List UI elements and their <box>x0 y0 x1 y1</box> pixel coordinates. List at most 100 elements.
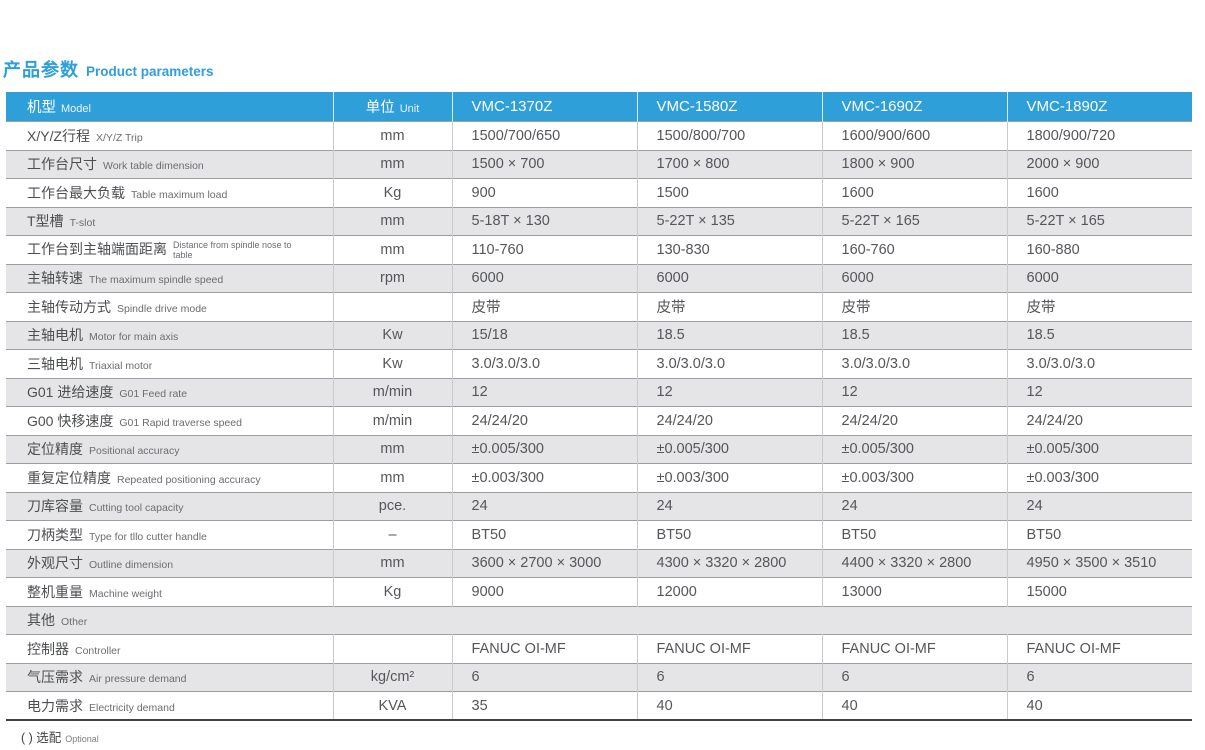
parameter-label-en: Distance from spindle nose to table <box>173 239 292 260</box>
value-cell: 皮带 <box>821 292 1007 321</box>
value-cell: 1600 <box>1006 178 1192 207</box>
value-cell: 18.5 <box>636 321 822 350</box>
parameter-label-zh: 工作台到主轴端面距离 <box>27 241 167 258</box>
value-cell: 1500/700/650 <box>451 121 637 150</box>
parameter-label-en: Motor for main axis <box>89 331 179 344</box>
value-cell: ±0.005/300 <box>821 435 1007 464</box>
parameter-label-en: Spindle drive mode <box>117 302 207 315</box>
parameter-label-cell: X/Y/Z行程 X/Y/Z Trip <box>6 122 333 151</box>
value-cell: ±0.005/300 <box>636 435 822 464</box>
parameter-label-cell: G01 进给速度 G01 Feed rate <box>6 378 333 407</box>
parameter-label-zh: 工作台尺寸 <box>27 156 97 173</box>
value-cell: 5-22T × 165 <box>821 207 1007 236</box>
unit-cell: KVA <box>332 691 452 720</box>
unit-cell: m/min <box>332 406 452 435</box>
value-cell: 12 <box>821 378 1007 407</box>
value-cell: 40 <box>1006 691 1192 720</box>
section-cell: 其他 Other <box>6 606 1192 635</box>
value-cell: 1500/800/700 <box>636 121 822 150</box>
parameter-label-zh: 外观尺寸 <box>27 555 83 572</box>
parameter-label-zh: 气压需求 <box>27 669 83 686</box>
value-cell: 6000 <box>1006 264 1192 293</box>
value-cell: 4400 × 3320 × 2800 <box>821 549 1007 578</box>
value-cell: 12 <box>451 378 637 407</box>
table-row: 主轴电机 Motor for main axis Kw 15/18 18.5 18.5 18… <box>6 321 1192 350</box>
unit-cell: mm <box>332 150 452 179</box>
table-row: T型槽 T-slot mm 5-18T × 130 5-22T × 135 5-22T ×… <box>6 207 1192 236</box>
table-row: 刀柄类型 Type for tllo cutter handle – BT50 BT50… <box>6 520 1192 549</box>
parameter-label-en: Type for tllo cutter handle <box>89 530 207 543</box>
value-cell: 1600 <box>821 178 1007 207</box>
value-cell: 130-830 <box>636 235 822 264</box>
value-cell: 3.0/3.0/3.0 <box>636 349 822 378</box>
value-cell: 15/18 <box>451 321 637 350</box>
value-cell: 13000 <box>821 577 1007 606</box>
table-row: 工作台最大负载 Table maximum load Kg 900 1500 1600 16… <box>6 178 1192 207</box>
parameter-label-en: Repeated positioning accuracy <box>117 473 261 486</box>
table-row: 工作台尺寸 Work table dimension mm 1500 × 700 170… <box>6 150 1192 179</box>
value-cell: BT50 <box>636 520 822 549</box>
header-model: 机型 Model <box>6 92 333 122</box>
value-cell: ±0.005/300 <box>451 435 637 464</box>
value-cell: 35 <box>451 691 637 720</box>
parameter-label-zh: 定位精度 <box>27 441 83 458</box>
value-cell: 18.5 <box>1006 321 1192 350</box>
parameter-label-en: Air pressure demand <box>89 673 187 686</box>
header-model-3: VMC-1690Z <box>821 92 1007 122</box>
value-cell: 18.5 <box>821 321 1007 350</box>
value-cell: 24 <box>636 492 822 521</box>
header-model-en: Model <box>61 103 91 115</box>
parameter-label-zh: 刀库容量 <box>27 498 83 515</box>
value-cell: 24/24/20 <box>1006 406 1192 435</box>
table-row: 外观尺寸 Outline dimension mm 3600 × 2700 × 300… <box>6 549 1192 578</box>
value-cell: 9000 <box>451 577 637 606</box>
unit-cell: mm <box>332 435 452 464</box>
parameter-label-zh: 主轴传动方式 <box>27 298 111 315</box>
value-cell: BT50 <box>1006 520 1192 549</box>
parameter-label-cell: 工作台尺寸 Work table dimension <box>6 150 333 179</box>
footer-note-en: Optional <box>65 734 99 744</box>
value-cell: 5-18T × 130 <box>451 207 637 236</box>
unit-cell: pce. <box>332 492 452 521</box>
parameter-label-cell: T型槽 T-slot <box>6 207 333 236</box>
parameter-label-cell: 气压需求 Air pressure demand <box>6 663 333 692</box>
value-cell: ±0.003/300 <box>821 463 1007 492</box>
value-cell: 4950 × 3500 × 3510 <box>1006 549 1192 578</box>
unit-cell: mm <box>332 121 452 150</box>
value-cell: 24 <box>821 492 1007 521</box>
value-cell: 3.0/3.0/3.0 <box>1006 349 1192 378</box>
table-row: 电力需求 Electricity demand KVA 35 40 40 40 <box>6 691 1192 721</box>
parameter-label-en: Work table dimension <box>103 160 204 173</box>
page-title-en: Product parameters <box>86 64 214 79</box>
value-cell: 40 <box>821 691 1007 720</box>
parameter-label-en: Table maximum load <box>131 188 228 201</box>
parameter-label-zh: 三轴电机 <box>27 355 83 372</box>
product-parameters-table: 机型 Model 单位 Unit VMC-1370Z VMC-1580Z VMC-1… <box>6 92 1192 721</box>
header-model-1: VMC-1370Z <box>451 92 637 122</box>
parameter-label-zh: X/Y/Z行程 <box>27 127 91 144</box>
value-cell: 24 <box>451 492 637 521</box>
header-model-zh: 机型 <box>27 100 56 116</box>
table-row: 主轴转速 The maximum spindle speed rpm 6000 6000… <box>6 264 1192 293</box>
value-cell: 15000 <box>1006 577 1192 606</box>
parameter-label-cell: G00 快移速度 G01 Rapid traverse speed <box>6 407 333 436</box>
page-title-zh: 产品参数 <box>3 60 79 80</box>
parameter-label-cell: 外观尺寸 Outline dimension <box>6 549 333 578</box>
parameter-label-zh: 控制器 <box>27 640 69 657</box>
parameter-label-cell: 工作台到主轴端面距离 Distance from spindle nose to … <box>6 236 333 265</box>
value-cell: 160-880 <box>1006 235 1192 264</box>
parameter-label-zh: 主轴电机 <box>27 327 83 344</box>
table-row: X/Y/Z行程 X/Y/Z Trip mm 1500/700/650 1500/800/… <box>6 121 1192 151</box>
parameter-label-en: Triaxial motor <box>89 359 153 372</box>
value-cell: 110-760 <box>451 235 637 264</box>
value-cell: 6 <box>636 663 822 692</box>
value-cell: ±0.003/300 <box>451 463 637 492</box>
parameter-label-cell: 重复定位精度 Repeated positioning accuracy <box>6 464 333 493</box>
value-cell: 皮带 <box>451 292 637 321</box>
value-cell: 6 <box>1006 663 1192 692</box>
parameter-label-en: Cutting tool capacity <box>89 502 184 515</box>
parameter-label-cell: 电力需求 Electricity demand <box>6 692 333 721</box>
value-cell: ±0.005/300 <box>1006 435 1192 464</box>
value-cell: FANUC OI-MF <box>451 634 637 663</box>
